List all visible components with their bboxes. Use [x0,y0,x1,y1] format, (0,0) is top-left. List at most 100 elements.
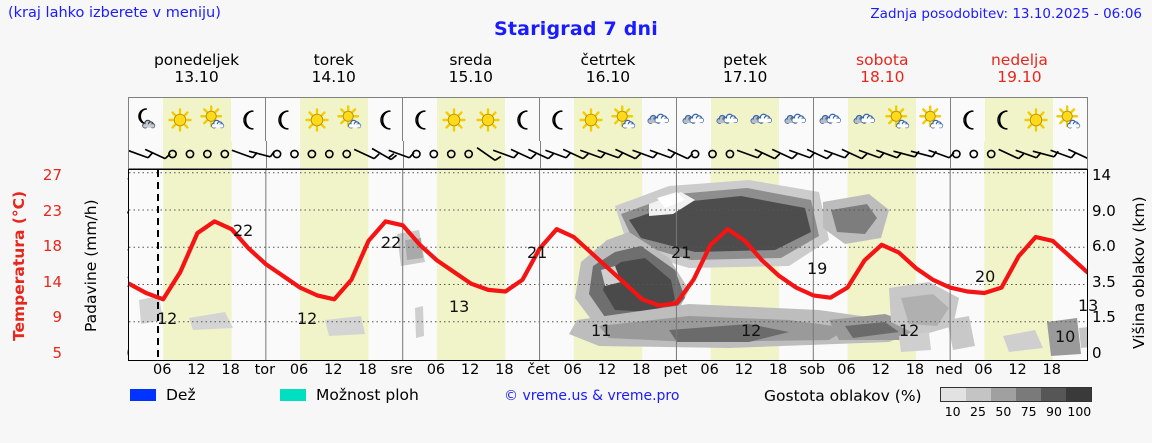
x-tick-label: 06 [563,362,583,378]
temperature-value-label: 12 [741,321,761,340]
temperature-tick: 23 [42,201,62,220]
x-tick-label: sre [390,362,413,378]
cloud-density-ramp-step [1041,388,1066,401]
daytime-band [163,141,232,168]
x-tick-label: sob [799,362,826,378]
icon-day-3 [403,98,540,141]
weather-icon-cell [471,98,505,141]
sun-icon [1024,107,1048,132]
temperature-value-label: 19 [807,259,827,278]
cloud-density-ramp-tick: 90 [1046,404,1062,419]
weather-icon-cell [848,98,882,141]
sun-cloud-icon [919,104,944,128]
x-tick-label: 18 [358,362,377,378]
x-tick-label: 12 [187,362,206,378]
day-header-6: sobota 18.10 [814,51,951,94]
cloud-density-ramp-tick: 100 [1067,404,1092,419]
cloud-height-tick: 1.5 [1092,308,1116,327]
day-separator [265,141,267,168]
wind-barb-strip [128,141,1088,169]
temperature-value-label: 22 [381,233,401,252]
temperature-tick: 5 [52,344,62,362]
temperature-value-label: 11 [591,321,611,340]
weather-icon-strip [128,97,1088,141]
temperature-tick: 14 [42,272,62,291]
x-tick-label: 06 [837,362,856,378]
day-header-1: ponedeljek 13.10 [128,51,265,94]
temperature-value-label: 12 [297,309,317,328]
temperature-curve [129,219,1087,308]
daytime-band [984,141,1053,168]
sun-icon [442,107,466,132]
copyright-link[interactable]: © vreme.us & vreme.pro [504,388,680,404]
weather-icon-cell [985,98,1019,141]
daytime-band [984,170,1053,360]
x-tick-label: 12 [1008,362,1027,378]
moon-icon [415,109,426,130]
cloud-height-tick: 9.0 [1092,201,1116,220]
sun-cloud-icon [1056,104,1081,128]
icon-day-4 [540,98,677,141]
x-tick-label: 12 [734,362,754,378]
weather-icon-cell [608,98,642,141]
day-header-4: četrtek 16.10 [539,51,676,94]
weather-icon-cell [951,98,985,141]
chart-legend: Dež Možnost ploh © vreme.us & vreme.pro … [128,386,1152,426]
weather-icon-cell [505,98,539,141]
x-tick-label: 18 [768,362,788,378]
day-date: 17.10 [722,68,768,87]
sun-cloud-icon [200,104,225,128]
weather-icon-cell [266,98,300,141]
icon-day-2 [266,98,403,141]
weather-icon-cell [642,98,676,141]
showers-legend-swatch [280,389,306,401]
weather-icon-cell [711,98,745,141]
page-title: Starigrad 7 dni [494,18,658,40]
cloud-density-ramp-step [1066,388,1091,401]
last-update-text: Zadnja posodobitev: 13.10.2025 - 06:06 [870,6,1142,22]
temperature-value-label: 13 [1078,296,1099,315]
weather-icon-cell [1053,98,1087,141]
moon-icon [243,109,254,130]
temperature-value-label: 20 [975,267,995,286]
weather-icon-cell [540,98,574,141]
weather-icon-cell [231,98,265,141]
cloud-icon [750,113,772,124]
sun-icon [476,107,500,132]
moon-icon [278,109,289,130]
cloud-height-tick: 6.0 [1092,237,1116,256]
cloud-density-ramp-tick: 75 [1020,404,1037,419]
moon-icon [963,109,974,130]
day-date: 19.10 [997,68,1042,87]
temperature-value-label: 21 [527,243,547,262]
sun-cloud-icon [337,104,362,128]
cloud-height-tick: 3.5 [1092,272,1116,291]
daytime-band [300,141,369,168]
sun-cloud-icon [885,104,910,128]
cloud-density-ramp-step [991,388,1016,401]
x-tick-label: 06 [974,362,993,378]
cloud-icon [819,113,841,124]
moon-icon [517,109,528,130]
wind-barbs [129,146,1087,162]
day-name: sreda [449,51,493,69]
cloud-density-ramp-tick: 25 [970,404,986,419]
sun-icon [168,107,192,132]
temperature-value-label: 22 [233,221,253,240]
day-date: 18.10 [860,68,905,87]
temperature-value-label: 12 [157,309,177,328]
day-name: četrtek [580,51,636,69]
day-separator [402,141,404,168]
cloud-density-ramp-step [941,388,966,401]
weather-icon-cell [745,98,779,141]
weather-icon-cell [882,98,916,141]
rain-legend-swatch [130,389,156,401]
sun-icon [579,107,603,132]
daytime-band [163,170,232,360]
cloud-density-legend-label: Gostota oblakov (%) [764,387,922,405]
day-separator [950,141,952,168]
weather-icon-cell [403,98,437,141]
x-tick-label: 18 [221,362,240,378]
x-tick-label: čet [527,362,550,378]
weather-icon-cell [129,98,163,141]
